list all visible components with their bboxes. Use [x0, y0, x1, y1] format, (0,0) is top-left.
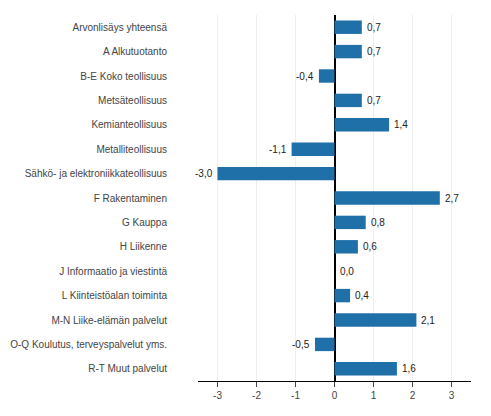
svg-text:1,4: 1,4 [394, 119, 408, 130]
svg-text:1,6: 1,6 [402, 363, 416, 374]
svg-text:0,7: 0,7 [367, 46, 381, 57]
svg-text:-0,4: -0,4 [296, 71, 314, 82]
svg-text:Arvonlisäys yhteensä: Arvonlisäys yhteensä [73, 22, 168, 33]
svg-text:1: 1 [371, 390, 377, 401]
svg-text:Kemianteollisuus: Kemianteollisuus [91, 119, 167, 130]
svg-text:M-N Liike-elämän palvelut: M-N Liike-elämän palvelut [51, 315, 167, 326]
svg-text:R-T Muut palvelut: R-T Muut palvelut [88, 363, 167, 374]
svg-text:0,0: 0,0 [340, 266, 354, 277]
svg-text:-3: -3 [213, 390, 222, 401]
svg-text:2: 2 [410, 390, 416, 401]
svg-text:Metsäteollisuus: Metsäteollisuus [98, 95, 167, 106]
svg-text:0,4: 0,4 [355, 290, 369, 301]
svg-text:-3,0: -3,0 [195, 168, 213, 179]
svg-text:A Alkutuotanto: A Alkutuotanto [103, 46, 167, 57]
svg-text:0: 0 [332, 390, 338, 401]
svg-text:2,1: 2,1 [421, 315, 435, 326]
svg-text:O-Q Koulutus, terveyspalvelut: O-Q Koulutus, terveyspalvelut yms. [10, 339, 167, 350]
svg-text:Metalliteollisuus: Metalliteollisuus [96, 144, 167, 155]
svg-text:0,7: 0,7 [367, 22, 381, 33]
svg-text:J Informaatio ja viestintä: J Informaatio ja viestintä [59, 266, 167, 277]
svg-text:Sähkö- ja elektroniikkateollis: Sähkö- ja elektroniikkateollisuus [25, 168, 167, 179]
svg-text:0,8: 0,8 [371, 217, 385, 228]
svg-text:3: 3 [449, 390, 455, 401]
svg-text:-2: -2 [252, 390, 261, 401]
svg-text:L Kiinteistöalan toiminta: L Kiinteistöalan toiminta [62, 290, 168, 301]
svg-text:-0,5: -0,5 [292, 339, 310, 350]
svg-text:H Liikenne: H Liikenne [120, 241, 168, 252]
svg-text:2,7: 2,7 [445, 193, 459, 204]
svg-text:B-E Koko teollisuus: B-E Koko teollisuus [80, 71, 167, 82]
svg-text:F Rakentaminen: F Rakentaminen [94, 193, 167, 204]
svg-text:0,6: 0,6 [363, 241, 377, 252]
svg-text:0,7: 0,7 [367, 95, 381, 106]
svg-text:-1: -1 [291, 390, 300, 401]
svg-text:G Kauppa: G Kauppa [122, 217, 167, 228]
svg-text:-1,1: -1,1 [269, 144, 287, 155]
